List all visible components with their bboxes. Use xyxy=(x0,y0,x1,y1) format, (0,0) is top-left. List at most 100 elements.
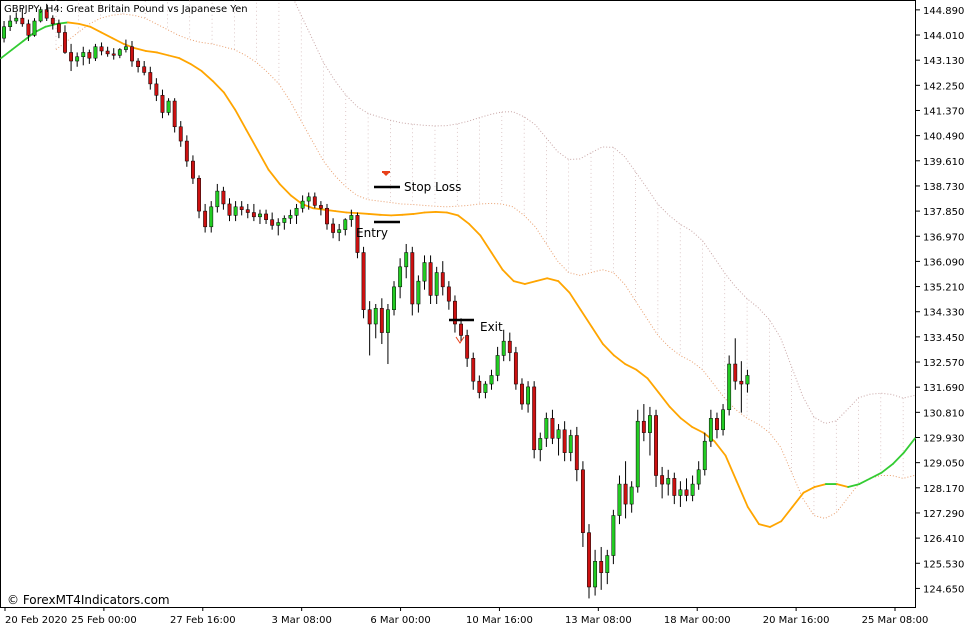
y-tick-label: 144.890 xyxy=(923,6,964,17)
bear-candle-body xyxy=(148,72,153,85)
y-tick-label: 131.690 xyxy=(923,383,964,394)
candle xyxy=(233,201,238,222)
ma-segment xyxy=(100,31,114,40)
candle xyxy=(87,49,92,64)
bull-candle-body xyxy=(495,355,500,376)
time-axis[interactable]: 20 Feb 2020 25 Feb 00:00 27 Feb 16:00 3 Mar… xyxy=(4,607,929,626)
candle xyxy=(666,469,671,496)
bear-candle-body xyxy=(56,23,61,33)
bear-candle-body xyxy=(355,215,360,253)
candle xyxy=(130,41,134,67)
bull-candle-body xyxy=(349,215,354,220)
ma-segment xyxy=(44,22,58,28)
bear-candle-body xyxy=(446,286,451,302)
candle xyxy=(331,218,336,239)
candle xyxy=(556,424,561,456)
bull-candle-body xyxy=(373,308,378,325)
bull-candle-body xyxy=(690,483,695,496)
bull-candle-body xyxy=(282,217,287,223)
ma-segment xyxy=(546,277,560,283)
candle xyxy=(410,246,415,316)
bear-candle-body xyxy=(99,46,104,52)
candle xyxy=(428,255,433,304)
ma-segment xyxy=(590,325,604,345)
candle xyxy=(221,186,226,210)
candle xyxy=(641,404,646,442)
candle xyxy=(264,209,268,224)
candle xyxy=(526,381,530,413)
bear-candle-body xyxy=(733,363,738,382)
bear-candle-body xyxy=(227,203,232,216)
ma-segment xyxy=(223,91,236,111)
candle xyxy=(203,203,208,233)
bull-candle-body xyxy=(745,375,750,385)
candle xyxy=(690,475,695,502)
bear-candle-body xyxy=(562,429,567,453)
bull-candle-body xyxy=(721,409,725,431)
candle xyxy=(727,355,732,416)
candle xyxy=(605,549,610,585)
candle xyxy=(593,549,598,596)
candle xyxy=(191,155,195,184)
candle xyxy=(580,461,585,547)
bull-candle-body xyxy=(386,309,390,333)
bear-candle-body xyxy=(440,272,445,288)
candle xyxy=(294,203,299,224)
candle xyxy=(434,266,439,304)
x-tick-label: 25 Mar 08:00 xyxy=(862,615,929,626)
candle xyxy=(379,298,384,345)
sell-signal-arrow-icon xyxy=(382,171,390,176)
candle xyxy=(184,135,189,167)
ma-segment xyxy=(145,50,158,54)
ma-segment xyxy=(769,520,783,528)
ma-segment xyxy=(200,70,214,82)
watermark: © ForexMT4Indicators.com xyxy=(7,593,170,607)
bull-candle-body xyxy=(288,215,293,219)
ma-segment xyxy=(445,211,459,217)
ma-segment xyxy=(111,37,125,45)
bull-candle-body xyxy=(489,375,494,385)
bear-candle-body xyxy=(654,415,658,476)
candle xyxy=(489,369,494,390)
plot-frame xyxy=(0,0,916,608)
bear-candle-body xyxy=(599,561,604,573)
ma-segment xyxy=(356,212,370,215)
ma-segment xyxy=(490,251,504,271)
candle xyxy=(623,461,628,519)
bear-candle-body xyxy=(379,308,384,333)
bear-candle-body xyxy=(44,9,49,19)
x-tick-label: 13 Mar 08:00 xyxy=(565,615,632,626)
candle xyxy=(288,209,293,224)
candle xyxy=(715,412,719,439)
ma-segment xyxy=(746,506,760,526)
candle xyxy=(684,478,689,502)
bull-candle-body xyxy=(568,435,573,453)
bull-candle-body xyxy=(300,200,305,209)
candle xyxy=(562,421,567,462)
price-axis[interactable]: 144.890 144.010 143.130 142.250 141.370 140.4… xyxy=(915,6,964,596)
bear-candle-body xyxy=(221,190,226,205)
bull-candle-body xyxy=(538,438,543,451)
candle xyxy=(349,209,354,227)
candle xyxy=(154,78,159,102)
ma-segment xyxy=(880,463,894,474)
y-tick-label: 127.290 xyxy=(923,509,964,520)
y-tick-label: 137.850 xyxy=(923,207,964,218)
bear-candle-body xyxy=(641,420,646,433)
bull-candle-body xyxy=(483,383,488,393)
bear-candle-body xyxy=(410,252,415,305)
ma-segment xyxy=(657,391,671,408)
candle xyxy=(325,203,329,230)
bull-candle-body xyxy=(123,46,128,50)
ma-segment xyxy=(780,506,794,523)
ma-segment xyxy=(680,417,693,428)
bull-candle-body xyxy=(215,190,220,208)
kumo-lower-span xyxy=(55,13,915,519)
bear-candle-body xyxy=(715,418,719,431)
candle xyxy=(300,195,305,213)
bear-candle-body xyxy=(660,475,665,485)
candle xyxy=(75,52,80,67)
ma-segment xyxy=(178,57,192,65)
candle xyxy=(20,8,25,27)
